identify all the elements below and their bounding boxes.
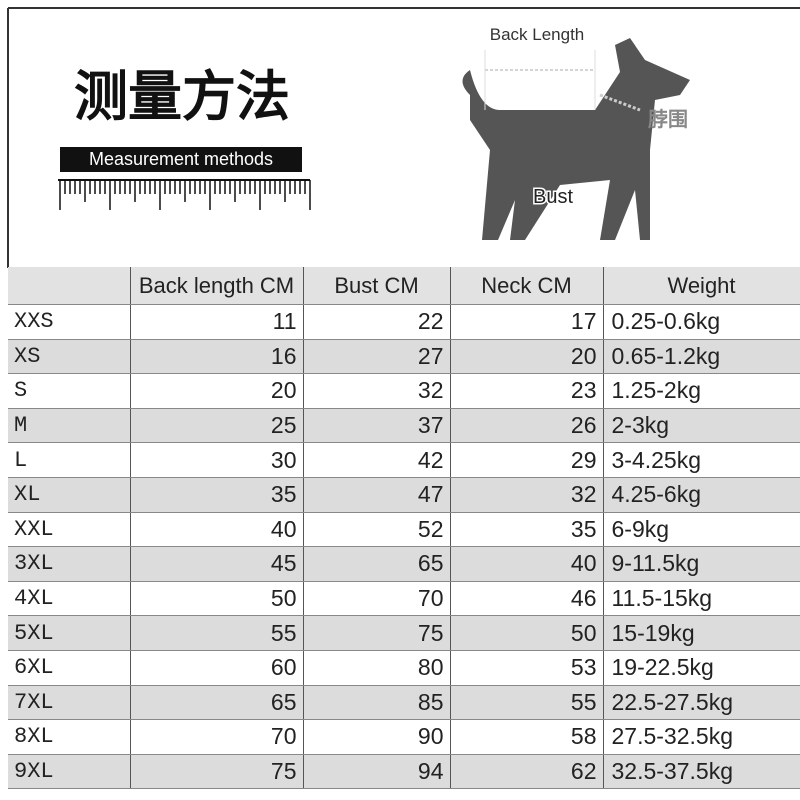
table-cell: 32 bbox=[303, 373, 451, 409]
table-row: M 25 37 26 2-3kg bbox=[8, 408, 800, 444]
table-row: 4XL 50 70 46 11.5-15kg bbox=[8, 581, 800, 617]
table-cell: XXL bbox=[8, 512, 131, 548]
table-cell: L bbox=[8, 442, 131, 478]
back-length-label: Back Length bbox=[490, 25, 585, 44]
table-row: XS 16 27 20 0.65-1.2kg bbox=[8, 339, 800, 375]
subtitle: Measurement methods bbox=[89, 149, 273, 169]
table-cell: 65 bbox=[303, 546, 451, 582]
header-row: Back length CM Bust CM Neck CM Weight bbox=[8, 267, 800, 305]
table-cell: 17 bbox=[450, 304, 604, 340]
column-header: Bust CM bbox=[303, 267, 451, 305]
table-cell: 6-9kg bbox=[603, 512, 800, 548]
table-cell: 4XL bbox=[8, 581, 131, 617]
column-header: Neck CM bbox=[450, 267, 604, 305]
table-row: XL 35 47 32 4.25-6kg bbox=[8, 477, 800, 513]
table-cell: XXS bbox=[8, 304, 131, 340]
table-cell: 9XL bbox=[8, 754, 131, 790]
table-row: XXL 40 52 35 6-9kg bbox=[8, 512, 800, 548]
table-cell: 26 bbox=[450, 408, 604, 444]
column-header: Weight bbox=[603, 267, 800, 305]
table-cell: 20 bbox=[450, 339, 604, 375]
table-cell: 15-19kg bbox=[603, 615, 800, 651]
table-cell: 5XL bbox=[8, 615, 131, 651]
size-table: Back length CM Bust CM Neck CM Weight XXS 11… bbox=[8, 267, 800, 790]
table-cell: 32.5-37.5kg bbox=[603, 754, 800, 790]
table-cell: 3-4.25kg bbox=[603, 442, 800, 478]
table-cell: 75 bbox=[130, 754, 304, 790]
table-cell: 11.5-15kg bbox=[603, 581, 800, 617]
table-cell: 65 bbox=[130, 685, 304, 721]
table-cell: 3XL bbox=[8, 546, 131, 582]
table-cell: 11 bbox=[130, 304, 304, 340]
table-cell: 20 bbox=[130, 373, 304, 409]
table-cell: 9-11.5kg bbox=[603, 546, 800, 582]
table-cell: 40 bbox=[130, 512, 304, 548]
table-row: 9XL 75 94 62 32.5-37.5kg bbox=[8, 754, 800, 790]
table-cell: XL bbox=[8, 477, 131, 513]
table-cell: 25 bbox=[130, 408, 304, 444]
table-cell: 85 bbox=[303, 685, 451, 721]
table-cell: 50 bbox=[450, 615, 604, 651]
table-cell: 45 bbox=[130, 546, 304, 582]
table-cell: 30 bbox=[130, 442, 304, 478]
table-cell: 19-22.5kg bbox=[603, 650, 800, 686]
table-cell: XS bbox=[8, 339, 131, 375]
table-row: 5XL 55 75 50 15-19kg bbox=[8, 615, 800, 651]
table-cell: 46 bbox=[450, 581, 604, 617]
table-cell: 27 bbox=[303, 339, 451, 375]
table-cell: 94 bbox=[303, 754, 451, 790]
table-cell: 42 bbox=[303, 442, 451, 478]
table-row: 3XL 45 65 40 9-11.5kg bbox=[8, 546, 800, 582]
table-cell: 35 bbox=[450, 512, 604, 548]
column-header bbox=[8, 267, 131, 305]
column-header: Back length CM bbox=[130, 267, 304, 305]
table-cell: S bbox=[8, 373, 131, 409]
table-cell: 80 bbox=[303, 650, 451, 686]
table-cell: 23 bbox=[450, 373, 604, 409]
table-cell: 40 bbox=[450, 546, 604, 582]
bust-label-bg: Bust bbox=[533, 186, 573, 208]
table-cell: 52 bbox=[303, 512, 451, 548]
header: 测量方法 Measurement methods Back Length 脖围 … bbox=[7, 7, 800, 268]
table-cell: 58 bbox=[450, 719, 604, 755]
table-cell: 8XL bbox=[8, 719, 131, 755]
table-row: S 20 32 23 1.25-2kg bbox=[8, 373, 800, 409]
title: 测量方法 bbox=[74, 67, 290, 127]
table-cell: 62 bbox=[450, 754, 604, 790]
table-cell: 0.25-0.6kg bbox=[603, 304, 800, 340]
table-cell: 37 bbox=[303, 408, 451, 444]
table-cell: 22 bbox=[303, 304, 451, 340]
table-cell: 75 bbox=[303, 615, 451, 651]
table-cell: 22.5-27.5kg bbox=[603, 685, 800, 721]
table-row: XXS 11 22 17 0.25-0.6kg bbox=[8, 304, 800, 340]
table-row: 8XL 70 90 58 27.5-32.5kg bbox=[8, 719, 800, 755]
table-cell: 70 bbox=[130, 719, 304, 755]
table-cell: 50 bbox=[130, 581, 304, 617]
table-row: L 30 42 29 3-4.25kg bbox=[8, 442, 800, 478]
table-cell: 47 bbox=[303, 477, 451, 513]
table-cell: 29 bbox=[450, 442, 604, 478]
table-cell: 53 bbox=[450, 650, 604, 686]
table-cell: 55 bbox=[450, 685, 604, 721]
table-cell: 16 bbox=[130, 339, 304, 375]
table-row: 7XL 65 85 55 22.5-27.5kg bbox=[8, 685, 800, 721]
table-cell: 7XL bbox=[8, 685, 131, 721]
table-cell: 32 bbox=[450, 477, 604, 513]
bust-label: Bust bbox=[533, 186, 573, 208]
table-cell: 2-3kg bbox=[603, 408, 800, 444]
table-cell: 55 bbox=[130, 615, 304, 651]
table-cell: M bbox=[8, 408, 131, 444]
neck-label: 脖围 bbox=[648, 108, 688, 131]
table-cell: 6XL bbox=[8, 650, 131, 686]
table-row: 6XL 60 80 53 19-22.5kg bbox=[8, 650, 800, 686]
table-cell: 0.65-1.2kg bbox=[603, 339, 800, 375]
table-cell: 4.25-6kg bbox=[603, 477, 800, 513]
table-cell: 35 bbox=[130, 477, 304, 513]
table-cell: 90 bbox=[303, 719, 451, 755]
table-cell: 27.5-32.5kg bbox=[603, 719, 800, 755]
table-cell: 70 bbox=[303, 581, 451, 617]
table-cell: 60 bbox=[130, 650, 304, 686]
table-cell: 1.25-2kg bbox=[603, 373, 800, 409]
